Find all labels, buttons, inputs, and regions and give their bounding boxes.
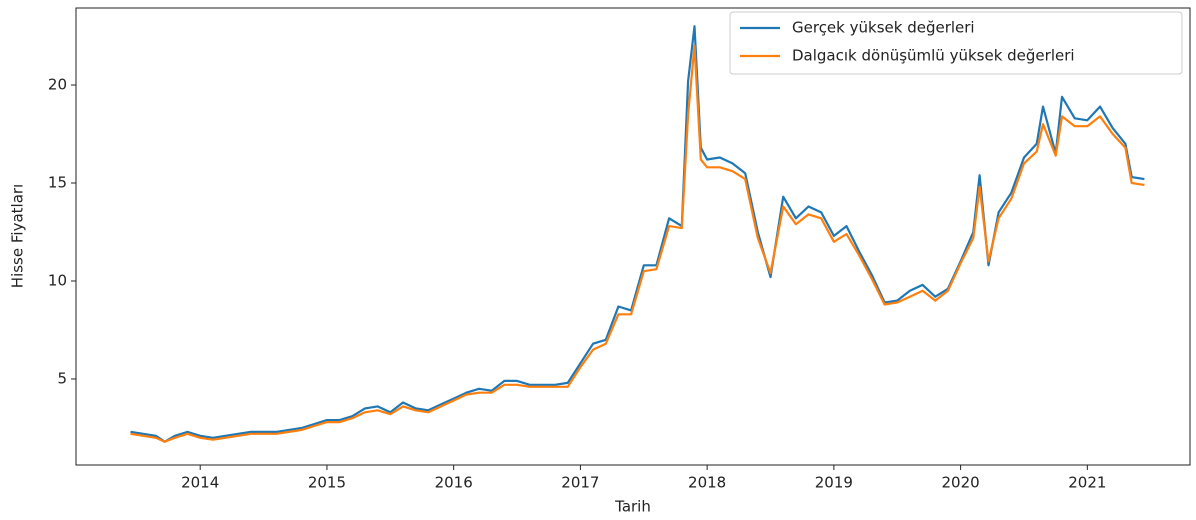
x-tick-label: 2021 [1068,474,1106,492]
x-tick-label: 2017 [561,474,599,492]
y-tick-label: 10 [48,271,67,289]
x-tick-label: 2015 [308,474,346,492]
y-axis-label: Hisse Fiyatları [9,184,27,288]
legend-label: Dalgacık dönüşümlü yüksek değerleri [792,47,1075,65]
x-tick-label: 2016 [435,474,473,492]
series-line [130,44,1145,443]
x-tick-label: 2019 [815,474,853,492]
x-tick-label: 2014 [181,474,219,492]
y-tick-label: 5 [57,369,67,387]
x-tick-label: 2020 [942,474,980,492]
y-tick-label: 20 [48,76,67,94]
legend-label: Gerçek yüksek değerleri [792,19,975,37]
y-tick-label: 15 [48,174,67,192]
legend-box [729,11,1183,75]
x-tick-label: 2018 [688,474,726,492]
legend: Gerçek yüksek değerleri Dalgacık dönüşüml… [729,11,1183,75]
plot-frame [75,7,1191,466]
x-axis-label: Tarih [614,498,651,516]
series-line [130,25,1145,443]
